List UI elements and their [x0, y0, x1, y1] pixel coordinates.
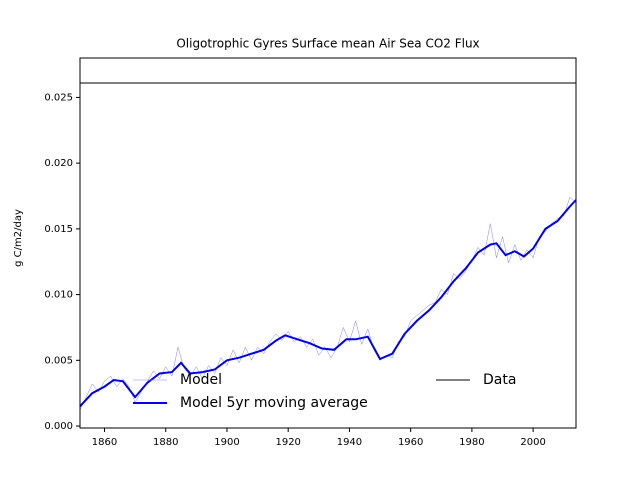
y-tick-label: 0.000 [44, 421, 73, 432]
x-tick-label: 1860 [92, 437, 117, 448]
y-tick-label: 0.005 [44, 355, 73, 366]
y-tick-label: 0.020 [44, 158, 73, 169]
y-tick-label: 0.015 [44, 224, 73, 235]
x-tick-label: 1920 [275, 437, 300, 448]
x-tick-label: 1900 [214, 437, 239, 448]
x-tick-label: 1960 [398, 437, 423, 448]
x-tick-label: 1940 [337, 437, 362, 448]
chart-title: Oligotrophic Gyres Surface mean Air Sea … [176, 37, 479, 51]
series-line [79, 199, 577, 407]
legend-label: Model [180, 372, 222, 388]
x-tick-label: 1980 [459, 437, 484, 448]
legend-label: Model 5yr moving average [180, 395, 368, 411]
x-tick-label: 1880 [153, 437, 178, 448]
y-tick-label: 0.010 [44, 290, 73, 301]
x-tick-label: 2000 [520, 437, 545, 448]
y-axis-label: g C/m2/day [13, 209, 24, 267]
axes-frame [79, 57, 577, 429]
y-tick-label: 0.025 [44, 92, 73, 103]
legend-label: Data [483, 372, 516, 388]
